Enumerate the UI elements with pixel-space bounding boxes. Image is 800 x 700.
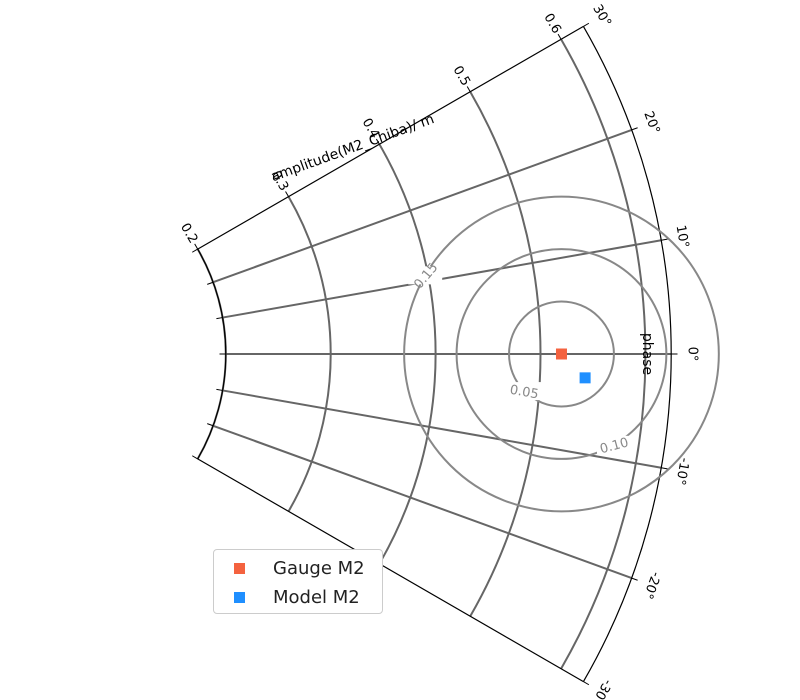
- angular-tick-label: 0°: [685, 347, 700, 362]
- legend-item-model: Model M2: [234, 585, 360, 609]
- angular-tick-label: -20°: [640, 570, 664, 601]
- radial-tick: [557, 33, 562, 40]
- inner-tick: [191, 455, 198, 460]
- angular-tick: [631, 127, 638, 131]
- angular-tick-label: -30°: [588, 676, 615, 700]
- inner-tick: [207, 281, 214, 285]
- contour-circle: [455, 248, 668, 460]
- frame-edge: [197, 25, 584, 250]
- legend-item-gauge: Gauge M2: [234, 556, 365, 580]
- contour-layer: 0.050.100.15: [403, 195, 720, 513]
- legend-swatch-gauge: [234, 562, 245, 574]
- radial-tick-label: 0.2: [177, 221, 200, 246]
- legend-swatch-model: [234, 591, 245, 603]
- frame-edge: [197, 458, 584, 683]
- inner-tick: [207, 423, 214, 427]
- inner-tick: [216, 388, 223, 391]
- inner-tick: [216, 317, 223, 320]
- frame-layer: [197, 25, 672, 683]
- contour-circle: [508, 300, 615, 408]
- radial-tick-label: 0.5: [450, 63, 473, 88]
- angular-tick: [631, 577, 638, 581]
- point-model-m2: [579, 372, 591, 384]
- contour-circle: [403, 195, 720, 513]
- radial-tick: [285, 191, 289, 197]
- gridline-amplitude: [287, 196, 332, 512]
- point-gauge-m2: [555, 348, 567, 360]
- contour-label: 0.10: [598, 435, 630, 457]
- radial-tick: [466, 86, 471, 93]
- angular-tick-label: 10°: [673, 224, 692, 249]
- points-layer: [555, 348, 591, 384]
- angular-tick: [661, 467, 668, 470]
- angular-tick-label: 30°: [589, 2, 614, 29]
- radial-tick: [194, 243, 199, 250]
- legend: Gauge M2 Model M2: [213, 549, 383, 614]
- angular-tick-label: 20°: [640, 109, 662, 136]
- angular-tick: [583, 22, 590, 27]
- radial-tick: [375, 138, 380, 145]
- angular-tick-label: -10°: [672, 456, 692, 486]
- inner-tick: [191, 248, 198, 253]
- gridline-amplitude: [560, 38, 647, 670]
- frame-outer-arc: [582, 26, 672, 682]
- radial-tick-label: 0.6: [540, 11, 563, 36]
- angular-axis-label: phase: [639, 333, 655, 375]
- legend-label-gauge: Gauge M2: [273, 557, 365, 579]
- gridline-amplitude: [469, 91, 542, 617]
- legend-label-model: Model M2: [273, 586, 360, 608]
- gridline-phase: [212, 424, 633, 580]
- angular-tick: [583, 681, 590, 686]
- angular-tick: [661, 238, 668, 241]
- contour-label-bg: [596, 435, 631, 454]
- gridline-amplitude: [378, 143, 437, 565]
- gridline-phase: [212, 128, 633, 284]
- contour-label: 0.05: [509, 383, 540, 403]
- contour-label-bg: [408, 266, 443, 285]
- contour-label-bg: [507, 382, 542, 401]
- radial-axis-label: amplitude(M2_Chiba)/ m: [269, 111, 437, 185]
